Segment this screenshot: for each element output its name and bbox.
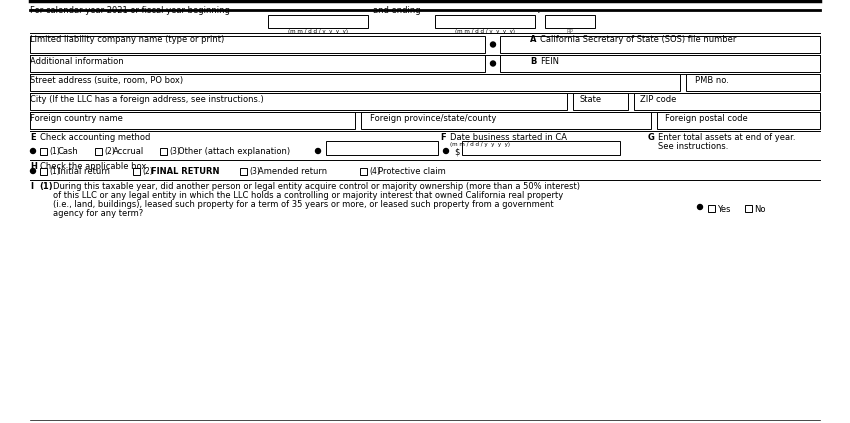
Text: No: No [754,205,766,214]
Bar [40,168,47,175]
Text: (2): (2) [142,167,153,176]
Text: Amended return: Amended return [258,167,327,176]
Bar [360,168,367,175]
Bar [30,55,485,72]
Bar [30,36,485,53]
Text: $: $ [454,147,459,156]
Bar [462,141,620,155]
Bar [500,36,820,53]
Bar [40,148,47,155]
Text: and ending: and ending [373,6,421,15]
Text: Yes: Yes [717,205,730,214]
Text: Foreign province/state/county: Foreign province/state/county [370,114,496,123]
Text: Other (attach explanation): Other (attach explanation) [178,147,290,156]
Text: G: G [648,133,654,142]
Text: (m m / d d / y  y  y  y): (m m / d d / y y y y) [455,29,515,34]
Circle shape [31,168,36,173]
Text: (m m / d d / y  y  y  y): (m m / d d / y y y y) [288,29,348,34]
Text: Protective claim: Protective claim [378,167,445,176]
Text: agency for any term?: agency for any term? [53,209,144,218]
Text: I: I [30,182,33,191]
Circle shape [315,148,320,154]
Bar [133,168,140,175]
Bar [634,93,820,110]
Circle shape [698,204,702,209]
Text: (4): (4) [369,167,380,176]
Text: A: A [530,35,536,44]
Text: State: State [580,95,602,104]
Bar [95,148,102,155]
Circle shape [444,148,449,154]
Bar [745,205,752,212]
Bar [708,205,715,212]
Bar [657,112,820,129]
Text: B: B [530,57,536,66]
Text: Check the applicable box: Check the applicable box [40,162,146,171]
Text: (m m / d d / y  y  y  y): (m m / d d / y y y y) [450,142,510,147]
Bar [500,55,820,72]
Text: FINAL RETURN: FINAL RETURN [151,167,219,176]
Text: FEIN: FEIN [540,57,559,66]
Text: Return of Income: Return of Income [220,0,368,5]
Circle shape [31,148,36,154]
Text: Enter total assets at end of year.: Enter total assets at end of year. [658,133,796,142]
Text: E: E [30,133,36,142]
Text: (2): (2) [104,147,115,156]
Text: Foreign postal code: Foreign postal code [665,114,748,123]
Bar [361,112,651,129]
Text: (1): (1) [39,182,53,191]
Text: See instructions.: See instructions. [658,142,728,151]
Text: Street address (suite, room, PO box): Street address (suite, room, PO box) [30,76,183,85]
Bar [30,112,355,129]
Text: Check accounting method: Check accounting method [40,133,150,142]
Text: During this taxable year, did another person or legal entity acquire control or : During this taxable year, did another pe… [53,182,580,191]
Bar [240,168,247,175]
Bar [326,141,438,155]
Text: 568: 568 [783,0,815,5]
Text: City (If the LLC has a foreign address, see instructions.): City (If the LLC has a foreign address, … [30,95,264,104]
Bar [160,148,167,155]
Bar [686,74,820,91]
Text: Foreign country name: Foreign country name [30,114,123,123]
Text: Date business started in CA: Date business started in CA [450,133,567,142]
Text: Limited liability company name (type or print): Limited liability company name (type or … [30,35,224,44]
Bar [268,15,368,28]
Text: (1): (1) [49,147,60,156]
Text: Cash: Cash [58,147,79,156]
Text: 2021: 2021 [35,0,77,5]
Bar [573,93,628,110]
Circle shape [490,42,496,47]
Text: (3): (3) [249,167,260,176]
Circle shape [490,61,496,66]
Bar [435,15,535,28]
Bar [30,74,680,91]
Text: RP: RP [566,29,574,34]
Text: of this LLC or any legal entity in which the LLC holds a controlling or majority: of this LLC or any legal entity in which… [53,191,564,200]
Text: (1): (1) [49,167,60,176]
Bar [30,93,567,110]
Text: California Secretary of State (SOS) file number: California Secretary of State (SOS) file… [540,35,736,44]
Bar [545,15,595,28]
Text: .: . [537,5,541,15]
Text: (i.e., land, buildings), leased such property for a term of 35 years or more, or: (i.e., land, buildings), leased such pro… [53,200,553,209]
Text: Initial return: Initial return [58,167,110,176]
Text: For calendar year 2021 or fiscal year beginning: For calendar year 2021 or fiscal year be… [30,6,230,15]
Text: Accrual: Accrual [113,147,144,156]
Text: (3): (3) [169,147,180,156]
Text: F: F [440,133,445,142]
Text: Additional information: Additional information [30,57,123,66]
Text: H: H [30,162,37,171]
Text: ZIP code: ZIP code [640,95,677,104]
Text: PMB no.: PMB no. [695,76,728,85]
